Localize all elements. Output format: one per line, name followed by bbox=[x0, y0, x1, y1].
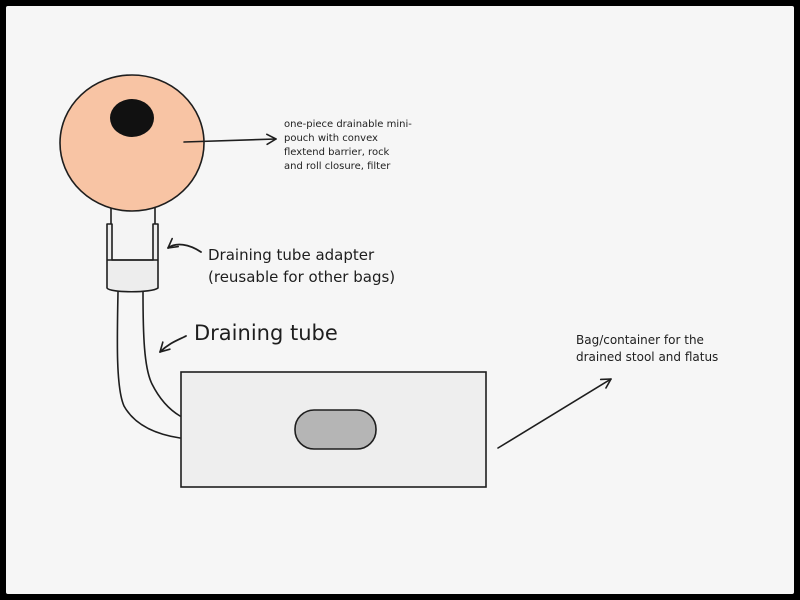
tube-label: Draining tube bbox=[194, 321, 338, 345]
tube-arrow bbox=[159, 335, 187, 353]
diagram-svg bbox=[59, 74, 612, 488]
pouch-arrow bbox=[183, 133, 277, 146]
bag-label: Bag/container for the drained stool and … bbox=[576, 333, 719, 364]
adapter-arrow bbox=[167, 237, 202, 253]
bag-window bbox=[294, 409, 377, 450]
bag-arrow bbox=[497, 378, 612, 449]
adapter-label: Draining tube adapter (reusable for othe… bbox=[208, 246, 396, 286]
pouch-label: one-piece drainable mini- pouch with con… bbox=[284, 119, 412, 172]
diagram-canvas: one-piece drainable mini- pouch with con… bbox=[6, 6, 794, 594]
draining-tube-inner bbox=[142, 291, 181, 417]
mini-pouch bbox=[59, 74, 205, 212]
pouch-neck bbox=[110, 206, 156, 265]
draining-tube-outer bbox=[116, 291, 181, 439]
stoma-opening bbox=[110, 99, 154, 137]
